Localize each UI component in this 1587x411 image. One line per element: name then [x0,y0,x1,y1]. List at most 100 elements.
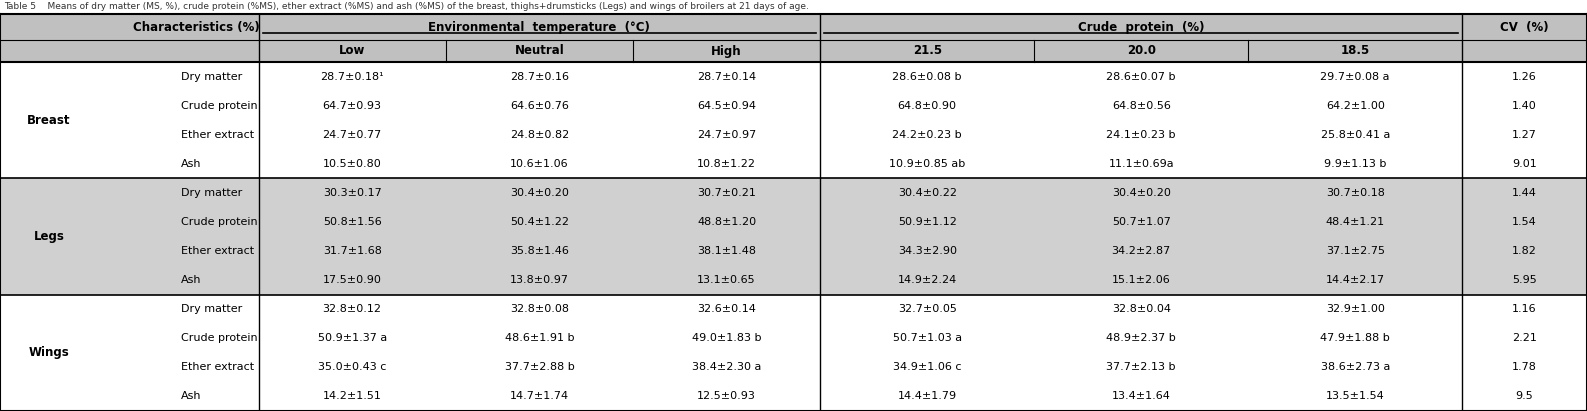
Text: 1.82: 1.82 [1512,246,1538,256]
Text: 1.54: 1.54 [1512,217,1536,227]
Text: 1.44: 1.44 [1512,188,1538,198]
Text: 32.8±0.04: 32.8±0.04 [1112,304,1171,314]
Text: 31.7±1.68: 31.7±1.68 [322,246,381,256]
Text: 24.2±0.23 b: 24.2±0.23 b [892,130,962,140]
Text: 15.1±2.06: 15.1±2.06 [1112,275,1171,285]
Text: 30.4±0.20: 30.4±0.20 [509,188,568,198]
Text: 10.8±1.22: 10.8±1.22 [697,159,755,169]
Text: High: High [711,44,743,58]
Text: 64.8±0.90: 64.8±0.90 [898,101,957,111]
Text: 28.6±0.08 b: 28.6±0.08 b [892,72,962,81]
Text: 32.8±0.12: 32.8±0.12 [322,304,381,314]
Text: 37.7±2.88 b: 37.7±2.88 b [505,363,574,372]
Text: 38.1±1.48: 38.1±1.48 [697,246,755,256]
Text: 14.9±2.24: 14.9±2.24 [898,275,957,285]
Text: 17.5±0.90: 17.5±0.90 [322,275,381,285]
Text: Environmental  temperature  (°C): Environmental temperature (°C) [428,21,651,34]
Text: 50.9±1.12: 50.9±1.12 [898,217,957,227]
Text: 49.0±1.83 b: 49.0±1.83 b [692,333,762,343]
Bar [1462,14,1587,40]
Text: 32.6±0.14: 32.6±0.14 [697,304,755,314]
Text: Dry matter: Dry matter [181,188,243,198]
Text: 35.0±0.43 c: 35.0±0.43 c [317,363,386,372]
Text: 38.6±2.73 a: 38.6±2.73 a [1320,363,1390,372]
Text: Dry matter: Dry matter [181,304,243,314]
Text: Ether extract: Ether extract [181,246,254,256]
Text: 2.21: 2.21 [1512,333,1538,343]
Text: 64.7±0.93: 64.7±0.93 [322,101,381,111]
Text: 34.3±2.90: 34.3±2.90 [898,246,957,256]
Text: Crude  protein  (%): Crude protein (%) [1078,21,1205,34]
Bar [0,353,1587,382]
Text: Ash: Ash [181,391,202,402]
Bar [0,14,1587,40]
Text: 1.78: 1.78 [1512,363,1538,372]
Text: 35.8±1.46: 35.8±1.46 [509,246,568,256]
Text: 10.9±0.85 ab: 10.9±0.85 ab [889,159,965,169]
Text: 14.4±2.17: 14.4±2.17 [1325,275,1385,285]
Text: Crude protein: Crude protein [181,101,259,111]
Bar [0,91,1587,120]
Bar [0,324,1587,353]
Text: 13.8±0.97: 13.8±0.97 [509,275,568,285]
Text: CV  (%): CV (%) [1500,21,1549,34]
Text: 18.5: 18.5 [1341,44,1370,58]
Bar [820,14,1462,40]
Text: 24.8±0.82: 24.8±0.82 [509,130,570,140]
Text: Legs: Legs [33,230,65,243]
Text: 24.7±0.97: 24.7±0.97 [697,130,757,140]
Text: Characteristics (%): Characteristics (%) [133,21,260,34]
Text: 38.4±2.30 a: 38.4±2.30 a [692,363,762,372]
Text: 32.9±1.00: 32.9±1.00 [1325,304,1384,314]
Text: 13.1±0.65: 13.1±0.65 [697,275,755,285]
Text: 32.8±0.08: 32.8±0.08 [509,304,568,314]
Text: 48.6±1.91 b: 48.6±1.91 b [505,333,574,343]
Text: 9.01: 9.01 [1512,159,1536,169]
Text: 24.1±0.23 b: 24.1±0.23 b [1106,130,1176,140]
Bar [0,266,1587,295]
Text: 14.4±1.79: 14.4±1.79 [898,391,957,402]
Text: 10.5±0.80: 10.5±0.80 [322,159,381,169]
Text: 30.7±0.21: 30.7±0.21 [697,188,755,198]
Text: 30.3±0.17: 30.3±0.17 [322,188,381,198]
Text: 11.1±0.69a: 11.1±0.69a [1108,159,1174,169]
Text: 9.5: 9.5 [1516,391,1533,402]
Text: 28.7±0.18¹: 28.7±0.18¹ [321,72,384,81]
Text: 47.9±1.88 b: 47.9±1.88 b [1320,333,1390,343]
Text: 25.8±0.41 a: 25.8±0.41 a [1320,130,1390,140]
Text: 64.8±0.56: 64.8±0.56 [1112,101,1171,111]
Text: 5.95: 5.95 [1512,275,1536,285]
Text: 48.9±2.37 b: 48.9±2.37 b [1106,333,1176,343]
Text: 64.5±0.94: 64.5±0.94 [697,101,755,111]
Text: 50.8±1.56: 50.8±1.56 [322,217,381,227]
Bar [0,178,1587,208]
Text: Ether extract: Ether extract [181,363,254,372]
Text: 50.7±1.07: 50.7±1.07 [1112,217,1171,227]
Text: 29.7±0.08 a: 29.7±0.08 a [1320,72,1390,81]
Text: 9.9±1.13 b: 9.9±1.13 b [1324,159,1387,169]
Text: 30.4±0.20: 30.4±0.20 [1112,188,1171,198]
Text: Ether extract: Ether extract [181,130,254,140]
Text: Crude protein: Crude protein [181,217,259,227]
Bar [259,14,820,40]
Text: 48.4±1.21: 48.4±1.21 [1325,217,1385,227]
Text: 1.40: 1.40 [1512,101,1536,111]
Text: 13.5±1.54: 13.5±1.54 [1325,391,1384,402]
Text: 10.6±1.06: 10.6±1.06 [509,159,568,169]
Text: 1.26: 1.26 [1512,72,1536,81]
Text: 28.6±0.07 b: 28.6±0.07 b [1106,72,1176,81]
Text: 24.7±0.77: 24.7±0.77 [322,130,382,140]
Text: 1.16: 1.16 [1512,304,1536,314]
Text: 37.7±2.13 b: 37.7±2.13 b [1106,363,1176,372]
Text: 21.5: 21.5 [913,44,941,58]
Text: Table 5    Means of dry matter (MS, %), crude protein (%MS), ether extract (%MS): Table 5 Means of dry matter (MS, %), cru… [5,2,809,11]
Text: 50.9±1.37 a: 50.9±1.37 a [317,333,387,343]
Text: Breast: Breast [27,114,71,127]
Text: 1.27: 1.27 [1512,130,1538,140]
Text: 50.4±1.22: 50.4±1.22 [509,217,568,227]
Text: 14.2±1.51: 14.2±1.51 [322,391,381,402]
Bar [0,208,1587,236]
Text: Dry matter: Dry matter [181,72,243,81]
Text: Crude protein: Crude protein [181,333,259,343]
Text: Low: Low [340,44,365,58]
